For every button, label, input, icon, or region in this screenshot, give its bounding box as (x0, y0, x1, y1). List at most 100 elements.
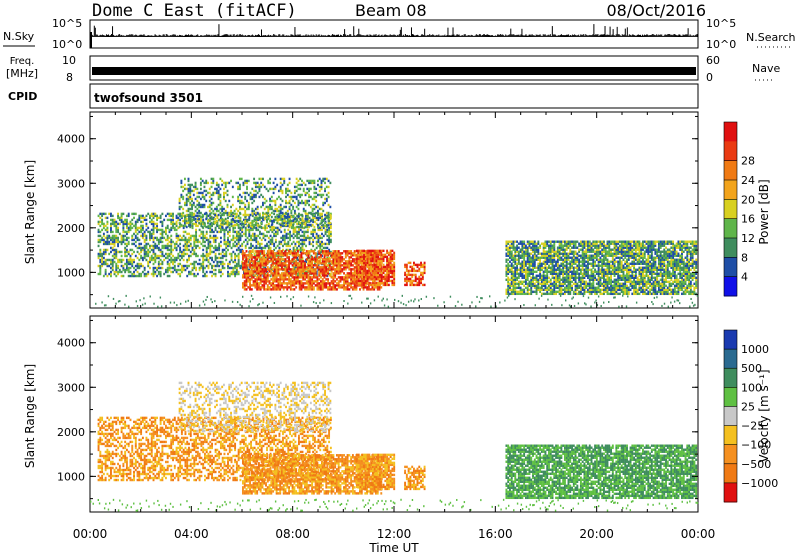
echo-cell (357, 255, 360, 259)
echo-cell (282, 272, 285, 275)
echo-cell (127, 258, 130, 262)
echo-cell (218, 268, 221, 272)
echo-cell (339, 264, 342, 267)
echo-cell (270, 199, 273, 203)
echo-cell (305, 214, 307, 218)
echo-cell (301, 199, 303, 203)
echo-cell (332, 254, 335, 257)
echo-cell (301, 238, 304, 242)
echo-cell (306, 217, 309, 221)
echo-cell (295, 272, 298, 275)
echo-cell (311, 286, 314, 289)
echo-cell (192, 185, 195, 189)
echo-cell (113, 218, 116, 222)
echo-cell (282, 278, 285, 281)
echo-cell (232, 224, 235, 228)
echo-cell (122, 224, 125, 228)
echo-cell (214, 254, 217, 258)
echo-cell (118, 232, 121, 236)
echo-cell (332, 284, 335, 287)
echo-cell (99, 220, 102, 224)
echo-cell (256, 217, 259, 221)
echo-cell (124, 218, 127, 222)
echo-cell (113, 272, 116, 276)
echo-cell (230, 272, 233, 276)
echo-cell (244, 244, 247, 248)
echo-cell (256, 250, 259, 253)
echo-cell (111, 218, 114, 222)
echo-cell (240, 177, 243, 181)
echo-cell (311, 197, 314, 201)
echo-cell (250, 236, 253, 240)
echo-cell (159, 258, 162, 262)
echo-cell (325, 270, 328, 273)
echo-cell (379, 281, 381, 285)
echo-cell (373, 255, 376, 259)
echo-cell (152, 272, 155, 276)
echo-cell (298, 288, 301, 291)
echo-cell (369, 278, 372, 281)
echo-cell (260, 221, 263, 225)
echo-cell (305, 272, 308, 275)
echo-cell (159, 228, 162, 232)
echo-cell (357, 249, 360, 253)
echo-cell (145, 274, 148, 278)
echo-cell (242, 256, 244, 259)
echo-cell (223, 236, 226, 240)
echo-cell (199, 211, 202, 215)
echo-cell (364, 279, 367, 283)
echo-cell (219, 244, 222, 248)
echo-cell (209, 262, 212, 266)
echo-cell (152, 248, 155, 252)
echo-cell (235, 236, 238, 240)
echo-cell (306, 258, 309, 262)
echo-cell (235, 268, 238, 272)
echo-cell (215, 183, 218, 187)
echo-cell (141, 232, 144, 236)
echo-cell (219, 187, 222, 191)
echo-cell (235, 234, 238, 238)
echo-cell (202, 258, 205, 262)
echo-cell (357, 281, 360, 285)
echo-cell (320, 272, 322, 275)
echo-cell (256, 280, 259, 283)
echo-cell (377, 281, 380, 285)
echo-cell (210, 215, 213, 219)
echo-cell (305, 230, 307, 234)
echo-cell (258, 213, 261, 217)
echo-cell (207, 191, 209, 195)
echo-cell (232, 214, 235, 218)
echo-cell (269, 187, 272, 191)
echo-cell (309, 266, 312, 269)
echo-cell (143, 218, 146, 222)
echo-cell (201, 179, 204, 183)
echo-cell (379, 267, 381, 271)
echo-cell (382, 277, 385, 281)
echo-cell (324, 213, 326, 217)
echo-cell (359, 253, 362, 257)
echo-cell (377, 265, 380, 269)
echo-cell (211, 230, 213, 234)
echo-cell (279, 217, 282, 221)
echo-cell (253, 209, 256, 213)
echo-cell (325, 284, 328, 287)
echo-cell (348, 272, 351, 275)
echo-cell (261, 278, 264, 281)
echo-cell (120, 250, 123, 254)
echo-cell (368, 267, 371, 271)
echo-cell (335, 264, 338, 267)
echo-cell (269, 234, 272, 238)
echo-cell (309, 223, 312, 227)
echo-cell (219, 222, 222, 226)
echo-cell (305, 238, 307, 242)
echo-cell (384, 277, 387, 281)
echo-cell (356, 261, 358, 265)
echo-cell (110, 230, 112, 234)
echo-cell (308, 219, 311, 223)
echo-cell (156, 266, 159, 270)
echo-cell (212, 236, 215, 240)
echo-cell (234, 264, 237, 268)
echo-cell (306, 225, 309, 229)
echo-cell (131, 218, 134, 222)
echo-cell (366, 257, 369, 261)
